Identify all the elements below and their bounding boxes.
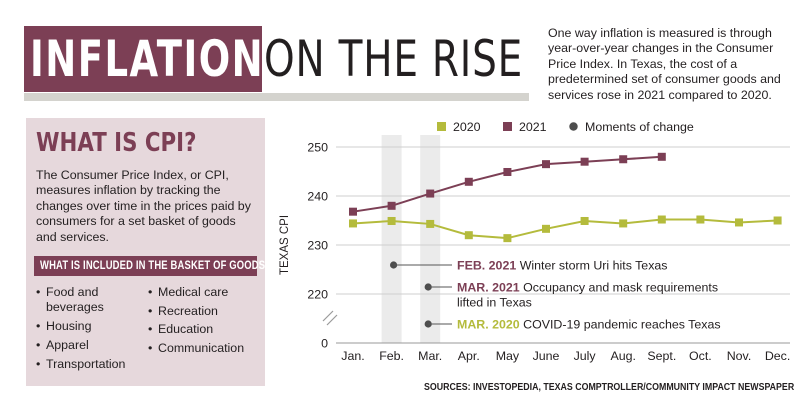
basket-item: Apparel <box>36 338 144 354</box>
x-tick-label: Apr. <box>458 349 480 363</box>
x-tick-label: Nov. <box>727 349 752 363</box>
basket-item: Communication <box>148 341 260 357</box>
sidebar-heading: WHAT IS CPI? <box>36 128 197 158</box>
y-axis-label: TEXAS CPI <box>279 215 291 275</box>
x-tick-label: Aug. <box>610 349 636 363</box>
data-point-2020 <box>503 234 512 243</box>
basket-item: Recreation <box>148 304 260 320</box>
x-tick-label: May <box>496 349 520 363</box>
data-point-2021 <box>542 160 550 169</box>
y-tick-label: 220 <box>307 288 328 302</box>
data-point-2020 <box>696 215 705 224</box>
data-point-2020 <box>735 218 743 227</box>
source-note: SOURCES: INVESTOPEDIA, TEXAS COMPTROLLER… <box>424 382 795 393</box>
legend-marker-moments <box>569 122 578 131</box>
x-tick-label: Sept. <box>647 349 676 363</box>
data-point-2021 <box>503 167 512 176</box>
data-point-2021 <box>387 201 396 210</box>
x-tick-label: June <box>533 349 560 363</box>
x-tick-label: Jan. <box>341 349 364 363</box>
axis-break-mark <box>322 310 338 326</box>
moment-dot <box>424 283 432 291</box>
basket-list-right: Medical care Recreation Education Commun… <box>148 285 260 360</box>
basket-item: Medical care <box>148 285 260 301</box>
data-point-2020 <box>387 216 396 225</box>
title-highlight-box <box>24 26 262 92</box>
basket-item: Transportation <box>36 357 144 373</box>
cpi-line-chart: 0 220 230 240 250 TEXAS CPI Jan. Feb. Mar. Apr. Ma… <box>279 120 790 363</box>
highlight-bar-mar <box>420 135 441 343</box>
x-tick-label: Oct. <box>689 349 712 363</box>
y-tick-label: 0 <box>321 337 328 351</box>
basket-item: Food and beverages <box>36 285 144 316</box>
series-line-2020 <box>352 218 778 240</box>
basket-heading-band: WHAT IS INCLUDED IN THE BASKET OF GOODS? <box>34 256 271 276</box>
x-tick-label: Dec. <box>765 349 790 363</box>
basket-item: Housing <box>36 319 144 335</box>
highlight-bar-feb <box>381 135 402 343</box>
data-point-2020 <box>773 216 782 225</box>
data-point-2020 <box>349 219 357 228</box>
annotation-description: COVID-19 pandemic reaches Texas <box>523 318 720 332</box>
legend-label: Moments of change <box>585 120 694 134</box>
annotation-text: MAR. 2020 COVID-19 pandemic reaches Texa… <box>457 318 721 332</box>
annotation-description: Occupancy and mask requirements <box>523 281 718 295</box>
data-point-2020 <box>619 219 628 228</box>
basket-heading: WHAT IS INCLUDED IN THE BASKET OF GOODS? <box>40 260 272 272</box>
title-highlight: INFLATION <box>30 30 265 88</box>
data-point-2021 <box>580 157 589 166</box>
y-tick-label: 250 <box>307 141 328 155</box>
moment-dot <box>424 320 432 328</box>
data-point-2020 <box>657 215 666 224</box>
title-rest: ON THE RISE <box>264 30 524 88</box>
basket-item: Education <box>148 322 260 338</box>
annotation-date: FEB. 2021 <box>457 259 520 273</box>
y-tick-label: 240 <box>307 190 328 204</box>
cpi-sidebar: WHAT IS CPI? The Consumer Price Index, o… <box>26 118 271 386</box>
legend-marker-2021 <box>503 122 512 131</box>
annotation-description: Winter storm Uri hits Texas <box>520 259 668 273</box>
data-point-2021 <box>426 189 435 198</box>
annotation-text: MAR. 2021 Occupancy and mask requirement… <box>457 281 718 310</box>
data-point-2020 <box>426 219 435 228</box>
annotation-description: lifted in Texas <box>457 296 532 310</box>
intro-text: One way inflation is measured is through… <box>548 26 781 102</box>
basket-list-left: Food and beverages Housing Apparel Trans… <box>36 285 144 375</box>
data-point-2021 <box>619 155 628 164</box>
data-point-2021 <box>349 207 357 216</box>
legend-marker-2020 <box>437 122 446 131</box>
annotation-text: FEB. 2021 Winter storm Uri hits Texas <box>457 259 668 273</box>
x-tick-label: Feb. <box>379 349 404 363</box>
legend-label: 2021 <box>519 120 547 134</box>
sidebar-body: The Consumer Price Index, or CPI, measur… <box>36 168 251 244</box>
y-tick-label: 230 <box>307 239 328 253</box>
data-point-2020 <box>542 224 550 233</box>
data-point-2021 <box>464 177 473 186</box>
data-point-2021 <box>657 152 666 161</box>
annotation-date: MAR. 2021 <box>457 281 523 295</box>
x-tick-label: July <box>574 349 597 363</box>
x-tick-label: Mar. <box>418 349 442 363</box>
data-point-2020 <box>580 216 589 225</box>
data-point-2020 <box>464 231 473 240</box>
title-underline <box>24 93 529 101</box>
annotation-date: MAR. 2020 <box>457 318 523 332</box>
legend-label: 2020 <box>453 120 481 134</box>
